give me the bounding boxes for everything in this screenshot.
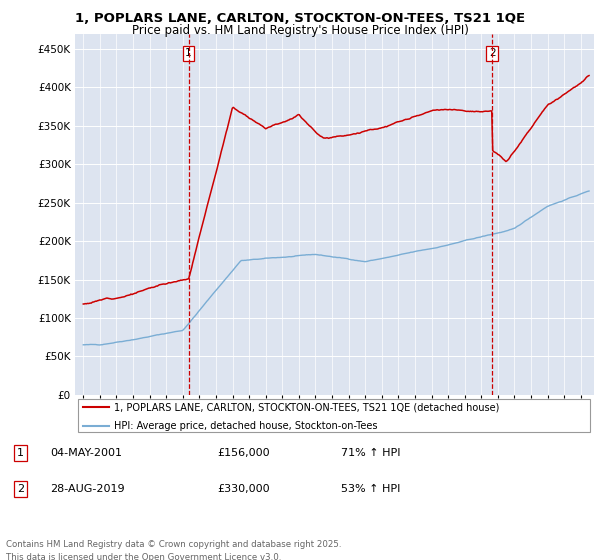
Text: 1, POPLARS LANE, CARLTON, STOCKTON-ON-TEES, TS21 1QE (detached house): 1, POPLARS LANE, CARLTON, STOCKTON-ON-TE…: [114, 403, 499, 412]
Text: 1, POPLARS LANE, CARLTON, STOCKTON-ON-TEES, TS21 1QE: 1, POPLARS LANE, CARLTON, STOCKTON-ON-TE…: [75, 12, 525, 25]
Text: 2: 2: [17, 484, 24, 494]
Text: 1: 1: [17, 448, 24, 458]
FancyBboxPatch shape: [77, 399, 590, 432]
Text: 1: 1: [185, 49, 192, 58]
Text: 28-AUG-2019: 28-AUG-2019: [50, 484, 125, 494]
Text: 04-MAY-2001: 04-MAY-2001: [50, 448, 122, 458]
Text: Contains HM Land Registry data © Crown copyright and database right 2025.
This d: Contains HM Land Registry data © Crown c…: [6, 540, 341, 560]
Text: 53% ↑ HPI: 53% ↑ HPI: [341, 484, 401, 494]
Text: 71% ↑ HPI: 71% ↑ HPI: [341, 448, 401, 458]
Text: £330,000: £330,000: [218, 484, 271, 494]
Text: HPI: Average price, detached house, Stockton-on-Tees: HPI: Average price, detached house, Stoc…: [114, 421, 377, 431]
Text: Price paid vs. HM Land Registry's House Price Index (HPI): Price paid vs. HM Land Registry's House …: [131, 24, 469, 36]
Text: £156,000: £156,000: [218, 448, 271, 458]
Text: 2: 2: [489, 49, 496, 58]
